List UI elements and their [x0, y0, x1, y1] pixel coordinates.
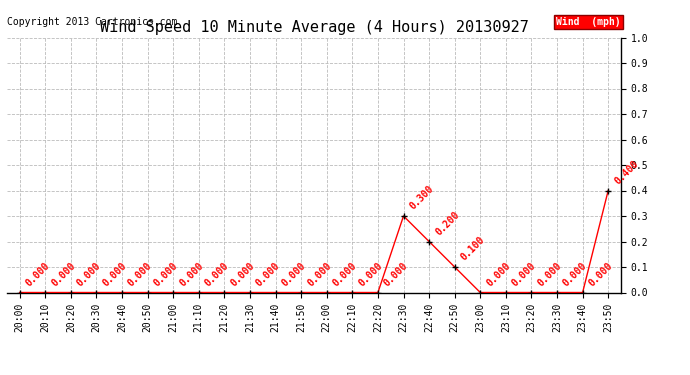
Text: 0.000: 0.000 [228, 261, 257, 288]
Text: 0.000: 0.000 [24, 261, 52, 288]
Text: 0.100: 0.100 [459, 235, 486, 263]
Text: 0.000: 0.000 [152, 261, 179, 288]
Text: 0.000: 0.000 [382, 261, 410, 288]
Text: 0.000: 0.000 [357, 261, 384, 288]
Text: 0.000: 0.000 [535, 261, 564, 288]
Title: Wind Speed 10 Minute Average (4 Hours) 20130927: Wind Speed 10 Minute Average (4 Hours) 2… [99, 20, 529, 35]
Text: 0.000: 0.000 [203, 261, 231, 288]
Text: 0.000: 0.000 [279, 261, 308, 288]
Text: 0.000: 0.000 [101, 261, 128, 288]
Text: 0.300: 0.300 [408, 184, 435, 212]
Text: 0.000: 0.000 [50, 261, 77, 288]
Text: 0.200: 0.200 [433, 210, 461, 237]
Text: Copyright 2013 Cartronics.com: Copyright 2013 Cartronics.com [7, 17, 177, 27]
Text: 0.400: 0.400 [612, 159, 640, 186]
Text: 0.000: 0.000 [484, 261, 512, 288]
Text: 0.000: 0.000 [586, 261, 615, 288]
Text: 0.000: 0.000 [177, 261, 205, 288]
Text: 0.000: 0.000 [254, 261, 282, 288]
Text: 0.000: 0.000 [561, 261, 589, 288]
Text: 0.000: 0.000 [510, 261, 538, 288]
Text: 0.000: 0.000 [331, 261, 359, 288]
Text: 0.000: 0.000 [305, 261, 333, 288]
Text: 0.000: 0.000 [75, 261, 103, 288]
Text: Wind  (mph): Wind (mph) [556, 17, 621, 27]
Text: 0.000: 0.000 [126, 261, 154, 288]
